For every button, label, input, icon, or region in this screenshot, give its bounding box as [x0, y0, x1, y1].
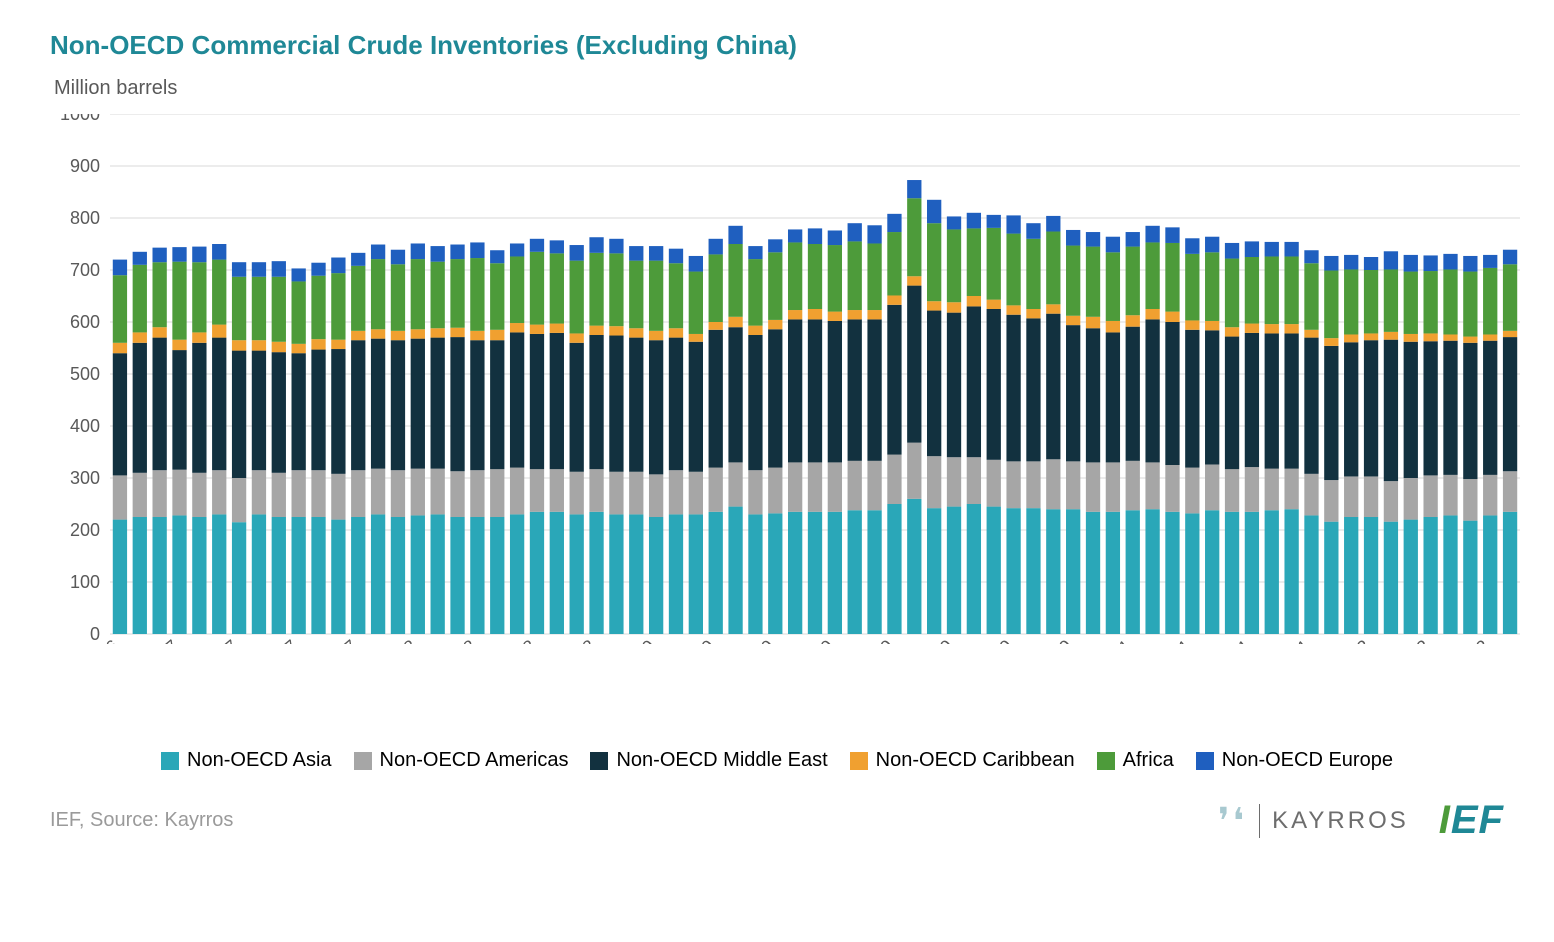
chart-title: Non-OECD Commercial Crude Inventories (E…	[50, 30, 1504, 61]
svg-text:Sep-2019: Sep-2019	[705, 636, 778, 644]
legend-label: Non-OECD Americas	[380, 749, 569, 772]
logos: ❜❛ KAYRROS IEF	[1218, 798, 1504, 843]
svg-text:Sep-2020: Sep-2020	[943, 636, 1016, 644]
legend-label: Non-OECD Middle East	[616, 749, 827, 772]
kayrros-text: KAYRROS	[1272, 807, 1409, 835]
legend-swatch	[161, 752, 179, 770]
svg-text:600: 600	[70, 312, 100, 332]
logo-divider	[1259, 804, 1260, 838]
svg-text:Jun-2018: Jun-2018	[410, 636, 480, 644]
legend-item: Non-OECD Middle East	[590, 749, 827, 772]
svg-text:Mar-2020: Mar-2020	[825, 636, 897, 644]
legend-label: Non-OECD Asia	[187, 749, 332, 772]
ief-logo: IEF	[1439, 798, 1504, 843]
svg-text:300: 300	[70, 468, 100, 488]
plot-area: 0 100 200 300 400 500 600 700 800 900 1000 Dec-2016…	[50, 114, 1504, 649]
legend-item: Non-OECD Americas	[354, 749, 569, 772]
chart-container: Non-OECD Commercial Crude Inventories (E…	[0, 0, 1554, 942]
chart-svg: 0 100 200 300 400 500 600 700 800 900 1000 Dec-2016…	[50, 114, 1520, 644]
svg-text:Jun-2021: Jun-2021	[1125, 636, 1195, 644]
legend-swatch	[1097, 752, 1115, 770]
legend-swatch	[850, 752, 868, 770]
svg-text:Mar-2017: Mar-2017	[110, 636, 182, 644]
footer: IEF, Source: Kayrros ❜❛ KAYRROS IEF	[50, 798, 1504, 843]
legend-label: Non-OECD Europe	[1222, 749, 1393, 772]
legend-item: Non-OECD Asia	[161, 749, 332, 772]
legend-swatch	[1196, 752, 1214, 770]
legend-swatch	[590, 752, 608, 770]
ief-ef: EF	[1451, 798, 1504, 842]
kayrros-logo: ❜❛ KAYRROS	[1218, 804, 1409, 838]
svg-text:Sep-2018: Sep-2018	[467, 636, 540, 644]
svg-text:Mar-2022: Mar-2022	[1302, 636, 1374, 644]
svg-text:0: 0	[90, 624, 100, 644]
svg-text:Dec-2021: Dec-2021	[1241, 636, 1314, 644]
svg-text:900: 900	[70, 156, 100, 176]
svg-text:Mar-2019: Mar-2019	[587, 636, 659, 644]
ief-i: I	[1439, 798, 1451, 842]
legend-label: Africa	[1123, 749, 1174, 772]
svg-text:Mar-2021: Mar-2021	[1063, 636, 1135, 644]
legend-item: Non-OECD Europe	[1196, 749, 1393, 772]
legend-item: Non-OECD Caribbean	[850, 749, 1075, 772]
svg-text:Dec-2018: Dec-2018	[526, 636, 599, 644]
source-text: IEF, Source: Kayrros	[50, 809, 233, 832]
svg-text:Dec-2017: Dec-2017	[288, 636, 361, 644]
svg-text:Jun-2022: Jun-2022	[1363, 636, 1433, 644]
svg-text:Sep-2022: Sep-2022	[1420, 636, 1493, 644]
svg-text:Jun-2020: Jun-2020	[886, 636, 956, 644]
svg-text:1000: 1000	[60, 114, 100, 124]
svg-text:Dec-2019: Dec-2019	[765, 636, 838, 644]
svg-text:200: 200	[70, 520, 100, 540]
svg-text:Sep-2021: Sep-2021	[1182, 636, 1255, 644]
legend-item: Africa	[1097, 749, 1174, 772]
legend-swatch	[354, 752, 372, 770]
legend: Non-OECD Asia Non-OECD Americas Non-OECD M…	[50, 749, 1504, 772]
svg-text:Mar-2018: Mar-2018	[349, 636, 421, 644]
svg-text:500: 500	[70, 364, 100, 384]
svg-text:Jun-2019: Jun-2019	[648, 636, 718, 644]
svg-text:Dec-2016: Dec-2016	[50, 636, 123, 644]
svg-text:Dec-2020: Dec-2020	[1003, 636, 1076, 644]
legend-label: Non-OECD Caribbean	[876, 749, 1075, 772]
y-axis-label: Million barrels	[54, 77, 1504, 100]
svg-text:Jun-2017: Jun-2017	[171, 636, 241, 644]
svg-text:Sep-2017: Sep-2017	[229, 636, 302, 644]
svg-text:100: 100	[70, 572, 100, 592]
svg-text:700: 700	[70, 260, 100, 280]
svg-text:400: 400	[70, 416, 100, 436]
svg-text:800: 800	[70, 208, 100, 228]
